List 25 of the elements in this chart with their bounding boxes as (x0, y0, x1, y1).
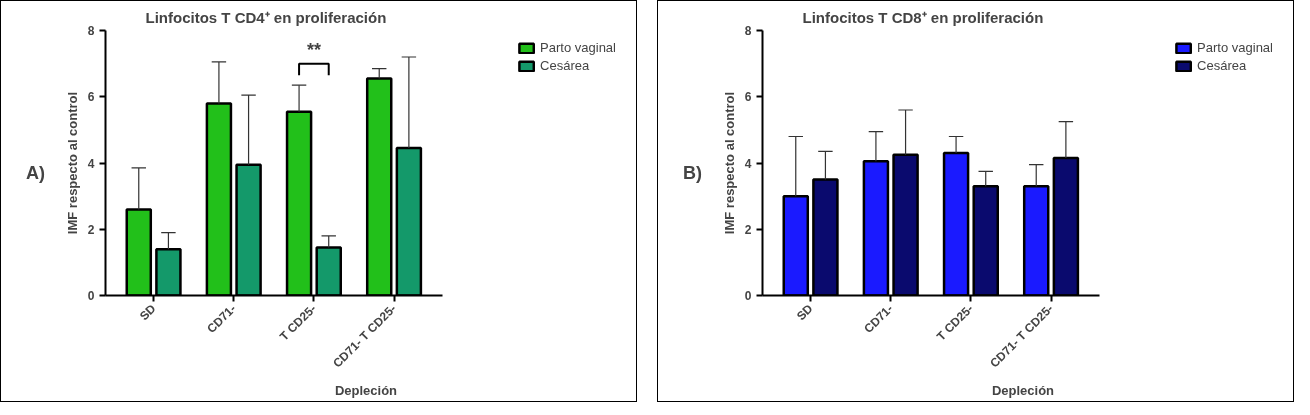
y-tick-label: 8 (744, 24, 752, 38)
y-axis-title: IMF respecto al control (64, 91, 80, 235)
y-tick-label: 2 (87, 222, 95, 237)
legend-label: Parto vaginal (1197, 40, 1273, 55)
legend-label: Cesárea (1197, 58, 1247, 73)
annotation: ** (306, 40, 321, 61)
y-tick-label: 4 (87, 156, 95, 171)
text: B) (683, 162, 702, 185)
y-tick-label: 4 (744, 156, 752, 171)
legend-label: Parto vaginal (540, 40, 616, 55)
y-tick-label: 2 (744, 222, 752, 237)
y-tick-label: 6 (87, 90, 95, 105)
y-tick-label: 6 (744, 90, 752, 105)
chart-title: Linfocitos T CD4⁺ en proliferación (145, 8, 387, 26)
chart-title: Linfocitos T CD8⁺ en proliferación (802, 8, 1044, 26)
x-tick-label: SD (793, 301, 816, 324)
x-axis-title: Depleción (991, 383, 1055, 399)
x-axis-title: Depleción (334, 383, 398, 399)
y-axis-title: IMF respecto al control (721, 91, 737, 235)
legend-label: Cesárea (540, 58, 590, 73)
y-tick-label: 0 (87, 289, 95, 303)
text: A) (26, 162, 45, 185)
y-tick-label: 0 (744, 289, 752, 303)
y-tick-label: 8 (87, 24, 95, 38)
x-tick-label: SD (136, 301, 159, 324)
